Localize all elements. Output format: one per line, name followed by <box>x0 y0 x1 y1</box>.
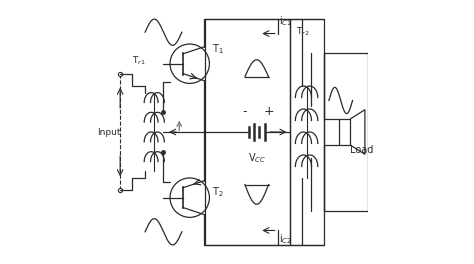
Text: +: + <box>264 105 274 118</box>
Text: T$_{r2}$: T$_{r2}$ <box>296 26 310 38</box>
Text: Load: Load <box>350 145 374 155</box>
Text: Input: Input <box>97 128 121 136</box>
Text: T$_{r1}$: T$_{r1}$ <box>132 55 146 67</box>
Text: i$_{C1}$: i$_{C1}$ <box>279 14 292 28</box>
Text: V$_{CC}$: V$_{CC}$ <box>247 151 266 165</box>
Bar <box>290 19 324 245</box>
Text: T$_2$: T$_2$ <box>212 186 224 200</box>
Bar <box>206 19 290 245</box>
Text: i$_{C2}$: i$_{C2}$ <box>279 232 292 246</box>
Text: T$_1$: T$_1$ <box>212 42 224 56</box>
Bar <box>339 119 350 145</box>
Bar <box>324 53 368 211</box>
Text: -: - <box>243 105 247 118</box>
